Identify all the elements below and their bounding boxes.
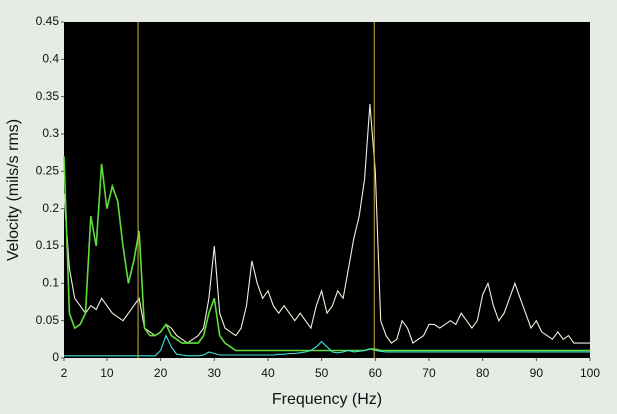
y-tick-label: 0.25 (36, 164, 60, 178)
x-tick-label: 80 (476, 366, 490, 380)
y-tick-label: 0.15 (36, 238, 60, 252)
x-tick-label: 10 (100, 366, 114, 380)
y-tick-label: 0.4 (42, 52, 59, 66)
x-tick-label: 50 (315, 366, 329, 380)
y-axis-title: Velocity (mils/s rms) (5, 119, 22, 261)
series-line (63, 104, 590, 344)
x-tick-label: 70 (422, 366, 436, 380)
x-tick-label: 40 (261, 366, 275, 380)
x-axis-title: Frequency (Hz) (272, 391, 382, 408)
x-tick-label: 60 (369, 366, 383, 380)
x-tick-label: 2 (61, 366, 68, 380)
x-tick-label: 30 (208, 366, 222, 380)
y-tick-label: 0.05 (36, 313, 60, 327)
y-tick-label: 0.1 (42, 276, 59, 290)
y-tick-label: 0.3 (42, 126, 59, 140)
x-tick-label: 90 (530, 366, 544, 380)
y-tick-label: 0.45 (36, 14, 60, 28)
y-tick-label: 0.35 (36, 89, 60, 103)
series-line (63, 156, 590, 352)
y-tick-label: 0 (52, 350, 59, 364)
x-tick-label: 100 (580, 366, 600, 380)
series-line (64, 334, 590, 357)
x-tick-label: 20 (154, 366, 168, 380)
plot-area (64, 22, 590, 358)
y-tick-label: 0.2 (42, 201, 59, 215)
